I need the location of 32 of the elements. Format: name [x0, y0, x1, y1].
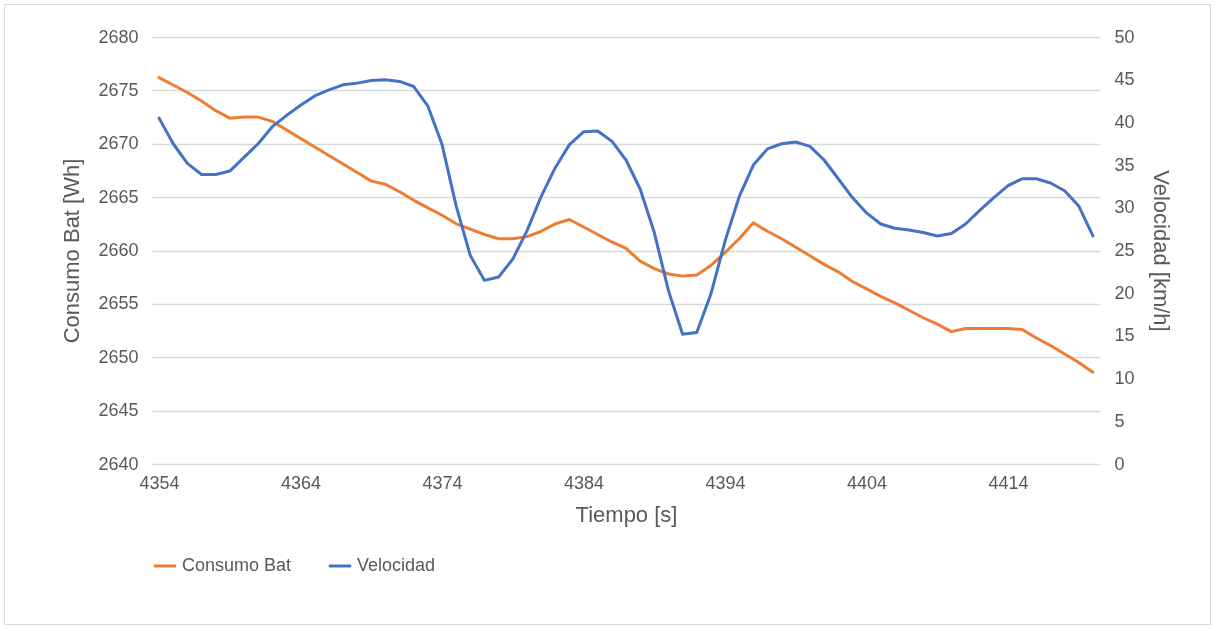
x-tick-label: 4364 [281, 472, 322, 493]
y2-tick-label: 20 [1114, 282, 1135, 303]
y-tick-label: 2680 [98, 26, 139, 47]
y-tick-label: 2655 [98, 293, 139, 314]
x-tick-label: 4374 [422, 472, 463, 493]
y2-tick-label: 0 [1114, 453, 1125, 474]
y2-tick-label: 35 [1114, 154, 1135, 175]
y-tick-label: 2640 [98, 453, 139, 474]
y-tick-label: 2650 [98, 346, 139, 367]
y-axis-title: Consumo Bat [Wh] [59, 158, 85, 344]
legend-label: Velocidad [357, 555, 436, 575]
y-tick-label: 2670 [98, 133, 139, 154]
x-axis-title: Tiempo [s] [575, 501, 678, 527]
y-tick-label: 2660 [98, 240, 139, 260]
x-tick-label: 4384 [564, 472, 605, 493]
y-tick-label: 2665 [98, 186, 139, 207]
y2-tick-label: 30 [1114, 197, 1135, 218]
legend-label: Consumo Bat [182, 555, 292, 575]
y-tick-label: 2645 [98, 400, 139, 421]
y2-tick-label: 40 [1114, 111, 1135, 132]
x-tick-label: 4404 [847, 472, 888, 493]
y2-axis-title: Velocidad [km/h] [1148, 170, 1174, 332]
y-tick-label: 2675 [98, 79, 139, 100]
x-tick-label: 4354 [139, 472, 180, 493]
y2-tick-label: 45 [1114, 69, 1135, 90]
y2-tick-label: 15 [1114, 325, 1135, 346]
x-tick-label: 4394 [705, 472, 746, 493]
y2-tick-label: 5 [1114, 410, 1125, 431]
y2-tick-label: 25 [1114, 240, 1135, 260]
y2-tick-label: 10 [1114, 368, 1135, 389]
y2-tick-label: 50 [1114, 26, 1135, 47]
x-tick-label: 4414 [988, 472, 1029, 493]
